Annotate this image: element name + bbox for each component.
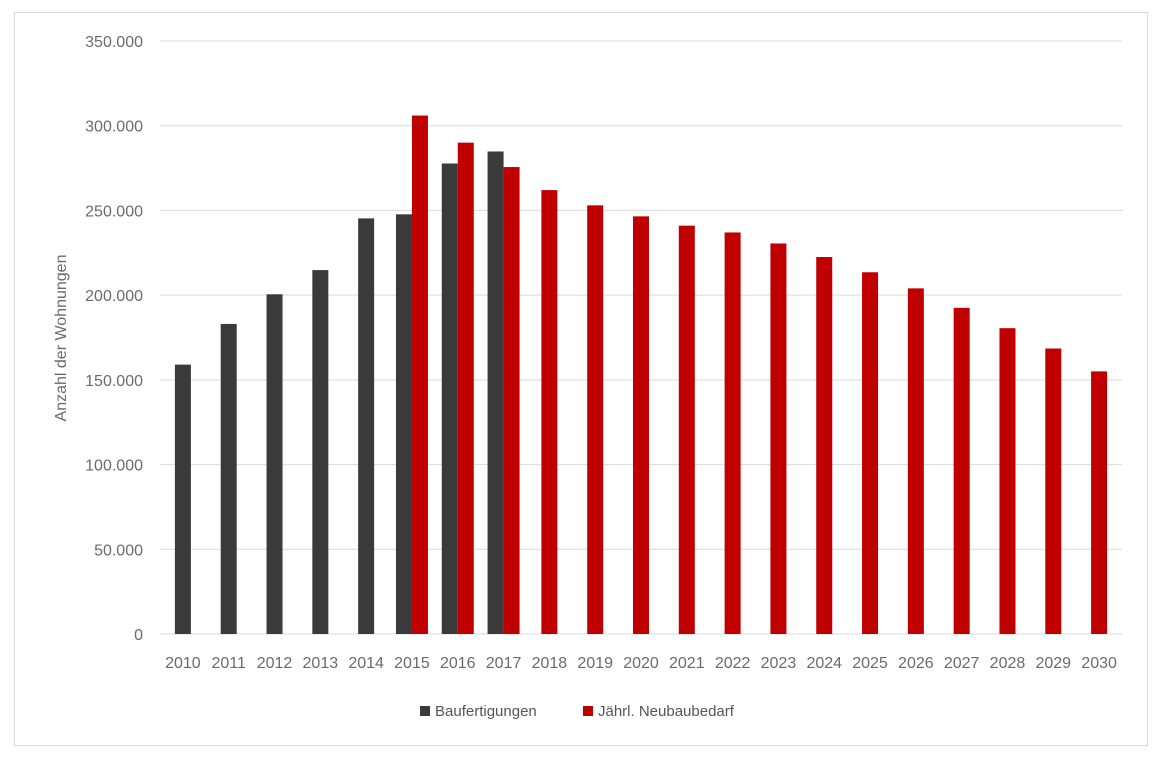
bar-baufertigungen-2014 xyxy=(358,218,375,634)
bar-neubaubedarf-2029 xyxy=(1045,348,1062,634)
x-tick-label: 2014 xyxy=(348,655,384,672)
legend: Baufertigungen Jährl. Neubaubedarf xyxy=(420,703,735,720)
bar-neubaubedarf-2017 xyxy=(503,167,520,634)
bar-neubaubedarf-2025 xyxy=(862,272,879,634)
bar-neubaubedarf-2027 xyxy=(953,307,970,634)
bar-neubaubedarf-2018 xyxy=(541,190,558,634)
y-tick-label: 50.000 xyxy=(94,542,143,559)
x-tick-label: 2011 xyxy=(212,655,247,672)
bar-neubaubedarf-2020 xyxy=(633,216,649,634)
x-tick-label: 2015 xyxy=(394,655,430,672)
y-tick-label: 350.000 xyxy=(85,34,143,51)
x-tick-label: 2028 xyxy=(990,655,1026,672)
bar-neubaubedarf-2019 xyxy=(587,205,604,635)
bar-neubaubedarf-2016 xyxy=(457,142,474,634)
x-tick-label: 2012 xyxy=(257,655,293,672)
bar-neubaubedarf-2026 xyxy=(907,288,924,634)
bar-neubaubedarf-2024 xyxy=(816,257,833,634)
bar-baufertigungen-2016 xyxy=(441,163,458,634)
legend-swatch-neubaubedarf xyxy=(583,706,593,716)
legend-label-neubaubedarf: Jährl. Neubaubedarf xyxy=(598,703,735,720)
legend-swatch-baufertigungen xyxy=(420,706,430,716)
y-tick-label: 250.000 xyxy=(85,203,143,220)
y-axis-label: Anzahl der Wohnungen xyxy=(53,255,70,422)
x-tick-label: 2029 xyxy=(1035,655,1071,672)
bar-baufertigungen-2015 xyxy=(395,214,412,634)
y-tick-label: 150.000 xyxy=(85,373,143,390)
bars xyxy=(174,115,1108,635)
bar-neubaubedarf-2028 xyxy=(999,328,1016,634)
legend-label-baufertigungen: Baufertigungen xyxy=(435,703,537,720)
y-tick-labels: 0 50.000 100.000 150.000 200.000 250.000 300.0… xyxy=(85,34,143,644)
x-tick-label: 2030 xyxy=(1081,655,1117,672)
bar-baufertigungen-2013 xyxy=(312,270,329,634)
bar-baufertigungen-2012 xyxy=(266,294,283,634)
bar-neubaubedarf-2022 xyxy=(724,232,741,634)
bar-baufertigungen-2010 xyxy=(174,364,191,634)
x-tick-label: 2027 xyxy=(944,655,980,672)
y-tick-label: 100.000 xyxy=(85,458,143,475)
x-tick-label: 2022 xyxy=(715,655,751,672)
x-tick-label: 2019 xyxy=(577,655,613,672)
y-tick-label: 0 xyxy=(134,627,143,644)
y-tick-label: 200.000 xyxy=(85,288,143,305)
x-tick-label: 2024 xyxy=(806,655,842,672)
x-tick-label: 2021 xyxy=(669,655,705,672)
bar-neubaubedarf-2015 xyxy=(411,115,428,634)
x-tick-label: 2013 xyxy=(303,655,339,672)
x-tick-label: 2026 xyxy=(898,655,934,672)
bar-neubaubedarf-2030 xyxy=(1091,371,1108,634)
x-tick-label: 2016 xyxy=(440,655,476,672)
x-tick-label: 2010 xyxy=(165,655,201,672)
x-tick-labels: 2010 2011 2012 2013 2014 2015 2016 2017 2018 2019… xyxy=(165,655,1117,672)
x-tick-label: 2025 xyxy=(852,655,888,672)
x-tick-label: 2018 xyxy=(532,655,568,672)
bar-neubaubedarf-2021 xyxy=(678,225,695,635)
bar-neubaubedarf-2023 xyxy=(770,243,787,634)
x-tick-label: 2017 xyxy=(486,655,522,672)
x-tick-label: 2020 xyxy=(623,655,659,672)
y-tick-label: 300.000 xyxy=(85,119,143,136)
x-tick-label: 2023 xyxy=(761,655,797,672)
bar-baufertigungen-2011 xyxy=(220,323,237,634)
bar-baufertigungen-2017 xyxy=(487,151,504,635)
